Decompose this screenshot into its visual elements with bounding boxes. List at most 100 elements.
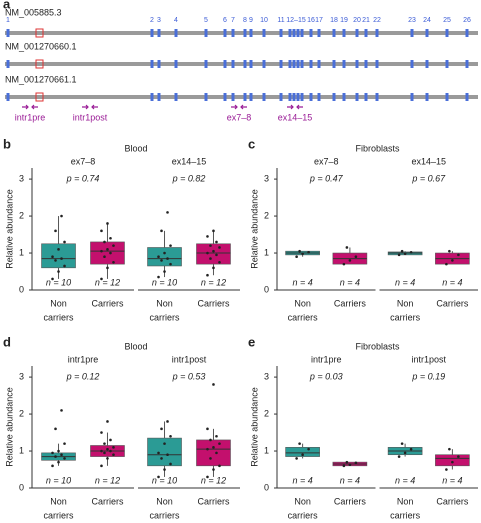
box bbox=[41, 243, 76, 269]
data-point bbox=[301, 453, 304, 457]
x-tick-label: Non bbox=[397, 496, 414, 506]
exon bbox=[296, 60, 300, 68]
data-point bbox=[160, 457, 163, 460]
data-point bbox=[157, 275, 160, 279]
exon-label: 18 bbox=[330, 17, 338, 24]
exon bbox=[262, 29, 266, 37]
p-value: p = 0.12 bbox=[66, 371, 100, 381]
exon bbox=[300, 60, 304, 68]
x-tick-label: Non bbox=[397, 298, 414, 308]
exon-label: 22 bbox=[373, 17, 381, 24]
exon bbox=[364, 60, 368, 68]
data-point bbox=[169, 434, 172, 438]
data-point bbox=[100, 229, 103, 233]
data-point bbox=[397, 253, 401, 257]
exon bbox=[375, 60, 379, 68]
data-point bbox=[54, 259, 57, 262]
x-tick-label: Carriers bbox=[197, 298, 230, 308]
exon bbox=[231, 60, 235, 68]
y-tick-label: 3 bbox=[19, 173, 24, 183]
data-point bbox=[218, 246, 221, 249]
exon bbox=[243, 93, 247, 101]
data-point bbox=[103, 451, 106, 455]
x-tick-label: Carriers bbox=[334, 496, 367, 506]
n-label: n = 12 bbox=[201, 277, 226, 287]
exon bbox=[410, 93, 414, 101]
data-point bbox=[397, 455, 401, 458]
y-tick-label: 1 bbox=[264, 445, 269, 455]
data-point bbox=[169, 462, 172, 466]
data-point bbox=[445, 262, 448, 266]
x-tick-label: carriers bbox=[390, 510, 421, 520]
data-point bbox=[218, 260, 221, 264]
data-point bbox=[215, 434, 218, 438]
data-point bbox=[60, 409, 63, 412]
data-point bbox=[212, 446, 215, 449]
exon bbox=[342, 93, 346, 101]
n-label: n = 10 bbox=[46, 277, 71, 287]
exon bbox=[157, 60, 161, 68]
data-point bbox=[307, 250, 310, 254]
data-point bbox=[354, 255, 358, 259]
data-point bbox=[345, 246, 349, 249]
transcript-name: NM_001270661.1 bbox=[5, 74, 77, 84]
y-tick-label: 1 bbox=[264, 247, 269, 257]
data-point bbox=[169, 244, 172, 247]
exon-label: 7 bbox=[231, 17, 235, 24]
n-label: n = 4 bbox=[340, 475, 360, 485]
exon-label: 5 bbox=[204, 17, 208, 24]
data-point bbox=[457, 455, 460, 458]
exon-label: 4 bbox=[174, 17, 178, 24]
exon bbox=[204, 29, 208, 37]
data-point bbox=[60, 214, 63, 218]
n-label: n = 4 bbox=[395, 475, 415, 485]
exon bbox=[465, 29, 469, 37]
data-point bbox=[409, 447, 413, 451]
exon bbox=[300, 93, 304, 101]
data-point bbox=[295, 255, 298, 259]
data-point bbox=[451, 460, 454, 464]
y-tick-label: 0 bbox=[264, 284, 269, 294]
exon-label: 8 bbox=[243, 17, 247, 24]
data-point bbox=[51, 255, 54, 259]
primer-label: intr1pre bbox=[15, 112, 46, 122]
data-point bbox=[212, 266, 215, 270]
panel-title: Blood bbox=[124, 341, 147, 351]
data-point bbox=[409, 250, 413, 254]
exon bbox=[342, 29, 346, 37]
x-tick-label: carriers bbox=[288, 312, 319, 322]
data-point bbox=[109, 449, 112, 453]
exon-label: 17 bbox=[315, 17, 323, 24]
data-point bbox=[54, 455, 57, 458]
data-point bbox=[112, 260, 115, 264]
p-value: p = 0.19 bbox=[411, 371, 445, 381]
data-point bbox=[51, 464, 54, 468]
data-point bbox=[354, 461, 358, 465]
exon bbox=[332, 60, 336, 68]
data-point bbox=[206, 447, 209, 451]
data-point bbox=[166, 211, 169, 214]
data-point bbox=[206, 251, 209, 255]
panel-title: Blood bbox=[124, 143, 147, 153]
exon bbox=[445, 93, 449, 101]
data-point bbox=[106, 222, 109, 225]
n-label: n = 4 bbox=[292, 277, 312, 287]
p-value: p = 0.74 bbox=[66, 173, 100, 183]
y-tick-label: 0 bbox=[19, 284, 24, 294]
exon bbox=[292, 60, 296, 68]
exon bbox=[292, 29, 296, 37]
data-point bbox=[63, 240, 66, 244]
data-point bbox=[348, 259, 352, 262]
data-point bbox=[342, 464, 346, 468]
data-point bbox=[212, 383, 215, 386]
exon bbox=[300, 29, 304, 37]
box bbox=[147, 437, 182, 467]
y-tick-label: 1 bbox=[19, 247, 24, 257]
data-point bbox=[100, 249, 103, 253]
data-point bbox=[106, 457, 109, 460]
p-value: p = 0.67 bbox=[411, 173, 446, 183]
exon bbox=[342, 60, 346, 68]
exon-label: 23 bbox=[408, 17, 416, 24]
transcript-name: NM_001270660.1 bbox=[5, 41, 77, 51]
